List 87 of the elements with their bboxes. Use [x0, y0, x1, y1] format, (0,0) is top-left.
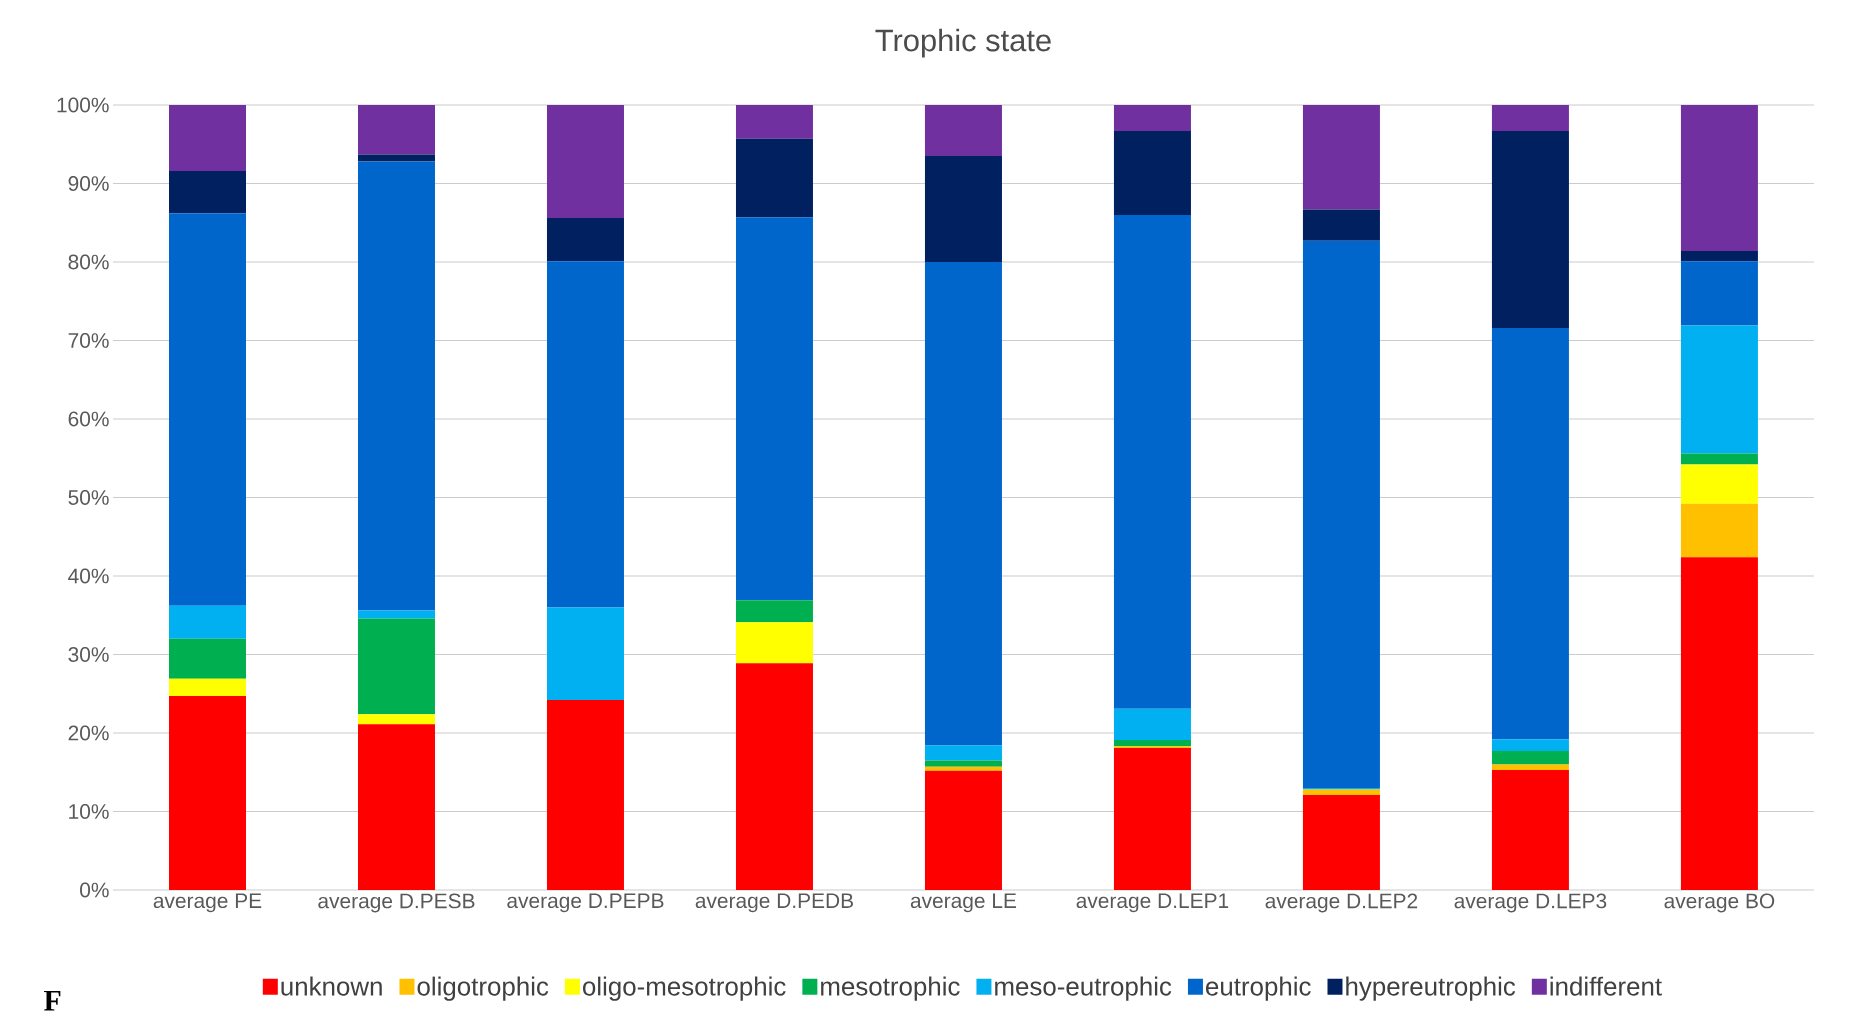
bar	[924, 261, 1002, 746]
bar	[735, 663, 813, 890]
bar	[1113, 747, 1191, 890]
bar	[735, 622, 813, 664]
bar	[1302, 104, 1380, 210]
bar	[1680, 453, 1758, 465]
bar	[1491, 769, 1569, 890]
bar	[1680, 464, 1758, 504]
bar	[1680, 557, 1758, 890]
x-tick-label: average D.PEPB	[507, 893, 664, 913]
y-tick-label: 50%	[68, 490, 109, 505]
x-tick-label: average BO	[1664, 893, 1775, 913]
bar	[1491, 764, 1569, 770]
bar	[1680, 251, 1758, 262]
bar	[546, 700, 624, 890]
bar	[169, 678, 246, 697]
bar	[1680, 104, 1758, 251]
bar	[1113, 214, 1191, 709]
y-tick-label: 20%	[68, 725, 109, 741]
bar	[1113, 130, 1191, 215]
bar	[1680, 325, 1758, 454]
bar	[1491, 751, 1569, 765]
y-tick-label: 100%	[57, 97, 109, 113]
y-tick-label: 40%	[68, 568, 109, 584]
bar	[1302, 795, 1380, 890]
bar	[735, 600, 813, 623]
legend-label: hypereutrophic	[1346, 976, 1516, 1001]
bar	[1302, 209, 1380, 241]
x-tick-label: average D.LEP3	[1454, 893, 1607, 913]
bar	[169, 638, 246, 679]
bar	[735, 138, 813, 218]
bar	[735, 217, 813, 601]
legend-label: mesotrophic	[821, 976, 960, 1001]
bar	[357, 161, 435, 611]
legend-label: indifferent	[1550, 976, 1662, 996]
bar	[1113, 104, 1191, 131]
bar	[1113, 740, 1191, 747]
bar	[169, 170, 246, 214]
bar	[1680, 261, 1758, 326]
y-tick-label: 80%	[68, 254, 109, 270]
bar	[357, 104, 435, 155]
bar	[1113, 708, 1191, 741]
bar	[169, 104, 246, 171]
x-tick-label: average D.PESB	[318, 893, 475, 913]
x-tick-label: average D.LEP2	[1265, 893, 1418, 913]
legend-label: oligo-mesotrophic	[583, 976, 786, 1001]
bar	[546, 218, 624, 262]
bar	[1491, 327, 1569, 740]
legend-label: oligotrophic	[417, 976, 549, 1001]
bar	[169, 696, 246, 890]
x-tick-label: average LE	[910, 893, 1017, 913]
bar	[735, 104, 813, 139]
bar	[1680, 503, 1758, 558]
bar	[924, 766, 1002, 771]
bar	[357, 714, 435, 725]
bar	[546, 261, 624, 608]
bar	[1491, 130, 1569, 328]
bar	[546, 607, 624, 701]
x-tick-label: average D.LEP1	[1076, 893, 1229, 913]
bar	[357, 618, 435, 715]
bar	[924, 770, 1002, 890]
bar	[357, 154, 435, 162]
bar	[546, 104, 624, 219]
y-tick-label: 70%	[68, 333, 109, 348]
bar	[169, 213, 246, 606]
bar	[1491, 104, 1569, 131]
bar	[924, 156, 1002, 262]
bar	[1302, 789, 1380, 796]
y-tick-label: 10%	[69, 804, 109, 819]
x-tick-label: average D.PEDB	[695, 893, 853, 913]
bar	[924, 760, 1002, 767]
bar	[169, 605, 246, 639]
legend-label: eutrophic	[1206, 976, 1311, 1001]
y-tick-label: 30%	[68, 647, 109, 662]
x-tick-label: average PE	[153, 893, 262, 913]
chart-title: Trophic state	[875, 28, 1051, 58]
bar	[924, 745, 1002, 761]
bar	[924, 104, 1002, 157]
bar	[1491, 739, 1569, 752]
y-tick-label: 60%	[68, 411, 109, 427]
legend-label: meso-eutrophic	[995, 976, 1172, 1001]
bar	[357, 724, 435, 890]
y-tick-label: 90%	[68, 176, 109, 191]
text: F	[44, 990, 61, 1011]
legend-label: unknown	[281, 976, 382, 996]
y-tick-label: 0%	[80, 882, 109, 898]
bar	[1302, 240, 1380, 788]
